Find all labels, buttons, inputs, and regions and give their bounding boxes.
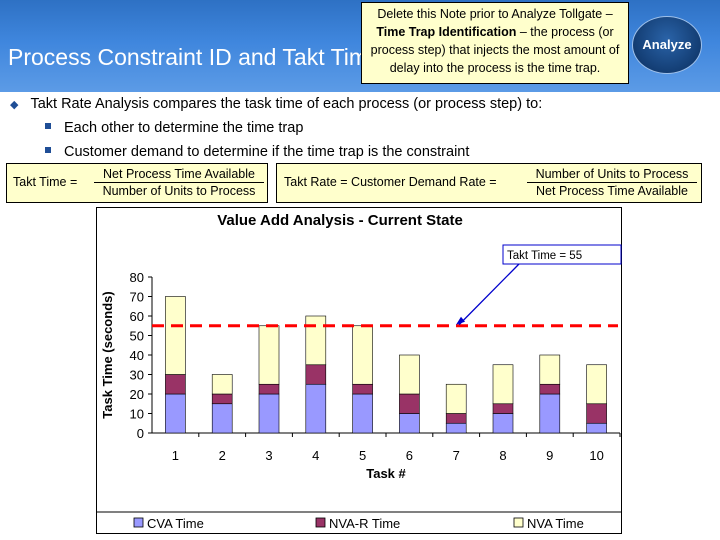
plot-area: 0 10 20 30 40 50 60 70 80 1 2 3 4 5 6 7 8 9 10 Takt Time = …: [130, 244, 622, 463]
y-axis-label: Task Time (seconds): [100, 291, 115, 418]
y-tick-label: 30: [130, 368, 144, 383]
y-tick-label: 70: [130, 290, 144, 305]
takt-rate-denominator: Net Process Time Available: [536, 184, 688, 198]
bar-segment: [399, 393, 420, 414]
slide-title: Process Constraint ID and Takt Time: [8, 44, 381, 70]
bar-segment: [258, 325, 280, 385]
y-tick-label: 80: [130, 270, 144, 285]
bar-segment: [586, 403, 607, 424]
x-tick-label: 10: [589, 448, 603, 463]
bar-segment: [445, 383, 467, 414]
x-tick-label: 7: [453, 448, 460, 463]
takt-time-callout-box: [502, 244, 622, 265]
square-bullet-icon: [45, 123, 51, 130]
x-tick-label: 3: [265, 448, 272, 463]
value-add-chart: Value Add Analysis - Current State 0 10 20…: [97, 212, 622, 531]
bar-segment: [305, 383, 327, 434]
x-tick-label: 2: [219, 448, 226, 463]
legend-swatch: [315, 517, 326, 528]
bar-segment: [539, 383, 561, 395]
sticky-note: Delete this Note prior to Analyze Tollga…: [361, 2, 629, 84]
note-suffix: – the process (or process step) that inj…: [370, 25, 620, 75]
legend-swatch: [513, 517, 524, 528]
bar-segment: [445, 413, 467, 424]
takt-time-numerator: Net Process Time Available: [94, 166, 264, 183]
y-tick-label: 10: [130, 407, 144, 422]
takt-time-denominator: Number of Units to Process: [102, 184, 256, 198]
x-tick-label: 6: [406, 448, 413, 463]
bar-segment: [586, 364, 607, 405]
legend-swatch: [133, 517, 144, 528]
bar-segment: [539, 354, 561, 385]
y-tick-label: 60: [130, 309, 144, 324]
takt-rate-fraction: Number of Units to Process Net Process T…: [527, 166, 697, 199]
legend-label: NVA-R Time: [329, 516, 400, 531]
callout-arrowhead-icon: [456, 316, 465, 325]
y-tick-label: 40: [130, 348, 144, 363]
x-tick-label: 8: [499, 448, 506, 463]
bullet-sub-1: Each other to determine the time trap: [45, 120, 303, 136]
takt-time-formula: Takt Time = Net Process Time Available N…: [6, 163, 268, 203]
analyze-badge-label: Analyze: [642, 37, 692, 52]
x-tick-label: 1: [172, 448, 179, 463]
analyze-badge: Analyze: [632, 16, 702, 74]
bar-segment: [445, 422, 467, 434]
bar-segment: [258, 393, 280, 434]
bullet-sub-2: Customer demand to determine if the time…: [45, 144, 469, 160]
callout-arrow-line: [458, 263, 520, 326]
bullet-sub-2-text: Customer demand to determine if the time…: [64, 144, 470, 160]
x-tick-label: 5: [359, 448, 366, 463]
takt-rate-label: Takt Rate = Customer Demand Rate =: [284, 175, 497, 189]
bar-segment: [305, 364, 327, 385]
takt-rate-formula: Takt Rate = Customer Demand Rate = Numbe…: [276, 163, 702, 203]
bar-segment: [492, 413, 514, 434]
bar-segment: [211, 374, 233, 395]
bar-segment: [399, 354, 420, 395]
x-tick-label: 4: [312, 448, 319, 463]
bar-segment: [211, 393, 233, 405]
bar-segment: [492, 364, 514, 405]
y-tick-label: 20: [130, 387, 144, 402]
bar-segment: [258, 383, 280, 395]
legend-label: NVA Time: [527, 516, 584, 531]
takt-time-callout: Takt Time = 55: [507, 250, 582, 262]
diamond-bullet-icon: ◆: [10, 99, 19, 111]
bar-segment: [539, 393, 561, 434]
note-prefix: Delete this Note prior to Analyze Tollga…: [377, 7, 613, 21]
legend: CVA Time NVA-R Time NVA Time: [133, 516, 584, 531]
bar-segment: [492, 403, 514, 414]
takt-time-label: Takt Time =: [13, 175, 78, 189]
bar-segment: [399, 413, 420, 434]
bar-segment: [305, 315, 327, 366]
bar-segment: [352, 325, 373, 385]
y-tick-label: 50: [130, 329, 144, 344]
square-bullet-icon: [45, 147, 51, 154]
x-axis-label: Task #: [366, 466, 406, 481]
bar-segment: [211, 403, 233, 434]
bar-segment: [352, 393, 373, 434]
legend-label: CVA Time: [147, 516, 204, 531]
bar-segment: [165, 374, 186, 395]
bar-segment: [352, 383, 373, 395]
chart-title: Value Add Analysis - Current State: [217, 212, 463, 229]
takt-time-fraction: Net Process Time Available Number of Uni…: [94, 166, 264, 199]
bar-segment: [165, 393, 186, 434]
bullet-sub-1-text: Each other to determine the time trap: [64, 120, 304, 136]
bullet-main-text: Takt Rate Analysis compares the task tim…: [30, 96, 543, 112]
takt-rate-numerator: Number of Units to Process: [527, 166, 697, 183]
x-tick-label: 9: [546, 448, 553, 463]
bar-segment: [165, 296, 186, 375]
y-tick-label: 0: [137, 426, 144, 441]
bar-segment: [586, 422, 607, 434]
note-bold: Time Trap Identification: [376, 25, 517, 39]
bullet-main: ◆ Takt Rate Analysis compares the task ti…: [10, 96, 542, 112]
